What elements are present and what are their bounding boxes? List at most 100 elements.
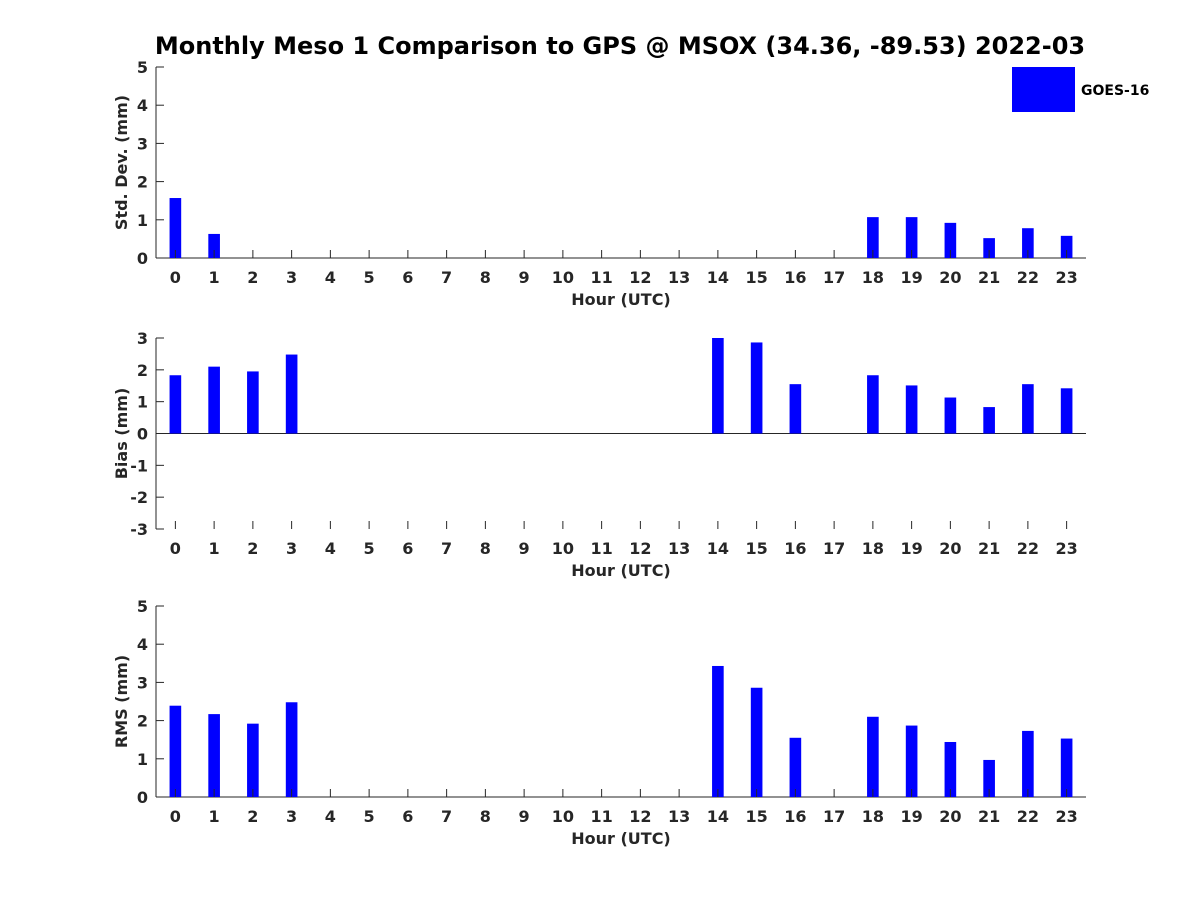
y-tick-label: 4: [137, 96, 148, 115]
y-tick-label: 1: [137, 393, 148, 412]
x-tick-label: 3: [286, 268, 297, 287]
x-tick-label: 16: [784, 807, 806, 826]
x-tick-label: 17: [823, 807, 845, 826]
bar-hour-22: [1022, 384, 1034, 434]
y-tick-label: 1: [137, 211, 148, 230]
x-tick-label: 9: [519, 268, 530, 287]
x-tick-label: 20: [939, 807, 961, 826]
x-tick-label: 18: [862, 807, 884, 826]
x-tick-label: 16: [784, 268, 806, 287]
y-tick-label: 1: [137, 750, 148, 769]
bar-hour-21: [983, 238, 995, 258]
y-tick-label: 2: [137, 712, 148, 731]
x-tick-label: 21: [978, 539, 1000, 558]
bar-hour-19: [905, 385, 918, 434]
y-tick-label: 4: [137, 635, 148, 654]
x-tick-label: 23: [1055, 268, 1077, 287]
bar-hour-23: [1060, 738, 1073, 797]
x-tick-label: 17: [823, 268, 845, 287]
x-tick-label: 1: [209, 539, 220, 558]
x-tick-label: 14: [707, 807, 729, 826]
x-tick-label: 4: [325, 268, 336, 287]
x-tick-label: 9: [519, 807, 530, 826]
y-axis-label: RMS (mm): [112, 655, 131, 748]
bar-hour-3: [285, 354, 298, 434]
x-tick-label: 15: [745, 268, 767, 287]
y-tick-label: 2: [137, 361, 148, 380]
x-tick-label: 13: [668, 539, 690, 558]
bar-hour-14: [712, 665, 724, 797]
bar-hour-20: [944, 222, 957, 258]
chart-panel-1: 0 1 2 3 4 5 6 7 8 9 10 11 12 13 14 15 16 17 18 19 20 21 22 2301…: [112, 58, 1086, 309]
y-tick-label: -3: [130, 520, 148, 539]
bar-hour-20: [944, 741, 957, 797]
x-tick-label: 2: [247, 807, 258, 826]
x-tick-label: 8: [480, 807, 491, 826]
y-tick-label: 3: [137, 673, 148, 692]
y-tick-label: 2: [137, 173, 148, 192]
x-tick-label: 7: [441, 268, 452, 287]
x-tick-label: 21: [978, 807, 1000, 826]
y-axis-label: Bias (mm): [112, 388, 131, 480]
x-tick-label: 2: [247, 268, 258, 287]
x-tick-label: 6: [402, 539, 413, 558]
x-tick-label: 21: [978, 268, 1000, 287]
bar-hour-2: [247, 371, 259, 434]
bar-hour-23: [1060, 235, 1073, 258]
x-tick-label: 15: [745, 807, 767, 826]
y-tick-label: 0: [137, 788, 148, 807]
y-tick-label: 5: [137, 58, 148, 77]
bar-hour-19: [905, 725, 918, 797]
bar-hour-18: [867, 217, 879, 258]
chart-panel-2: 0 1 2 3 4 5 6 7 8 9 10 11 12 13 14 15 16 17 18 19 20 21 22 23-3…: [112, 329, 1086, 580]
bar-hour-21: [983, 407, 995, 434]
x-tick-label: 19: [900, 539, 922, 558]
x-tick-label: 20: [939, 539, 961, 558]
bar-hour-22: [1022, 730, 1034, 797]
bar-hour-23: [1060, 388, 1073, 434]
x-tick-label: 6: [402, 268, 413, 287]
x-tick-label: 4: [325, 807, 336, 826]
x-tick-label: 17: [823, 539, 845, 558]
y-tick-label: 5: [137, 597, 148, 616]
x-tick-label: 18: [862, 268, 884, 287]
legend: GOES-16: [1012, 67, 1149, 112]
x-tick-label: 23: [1055, 539, 1077, 558]
bar-hour-3: [285, 702, 298, 797]
bar-hour-16: [789, 384, 802, 434]
x-tick-label: 10: [552, 268, 574, 287]
bar-hour-0: [169, 198, 182, 258]
x-tick-label: 6: [402, 807, 413, 826]
x-axis-label: Hour (UTC): [571, 829, 671, 848]
bar-hour-15: [750, 687, 763, 797]
x-tick-label: 19: [900, 807, 922, 826]
x-tick-label: 22: [1017, 539, 1039, 558]
x-tick-label: 3: [286, 539, 297, 558]
x-tick-label: 9: [519, 539, 530, 558]
x-tick-label: 13: [668, 807, 690, 826]
x-tick-label: 12: [629, 539, 651, 558]
bar-hour-16: [789, 737, 802, 797]
x-tick-label: 22: [1017, 807, 1039, 826]
x-tick-label: 0: [170, 268, 181, 287]
x-tick-label: 0: [170, 807, 181, 826]
bar-hour-22: [1022, 228, 1034, 258]
x-tick-label: 11: [590, 539, 612, 558]
y-tick-label: 0: [137, 249, 148, 268]
x-tick-label: 5: [364, 807, 375, 826]
x-tick-label: 14: [707, 539, 729, 558]
bar-hour-0: [169, 705, 182, 797]
x-tick-label: 8: [480, 268, 491, 287]
x-tick-label: 10: [552, 807, 574, 826]
legend-label: GOES-16: [1081, 83, 1149, 99]
bar-hour-21: [983, 759, 995, 797]
x-tick-label: 20: [939, 268, 961, 287]
x-tick-label: 7: [441, 539, 452, 558]
x-tick-label: 1: [209, 268, 220, 287]
bar-hour-19: [905, 217, 918, 258]
x-tick-label: 13: [668, 268, 690, 287]
bar-hour-1: [208, 233, 220, 258]
x-tick-label: 15: [745, 539, 767, 558]
x-tick-label: 0: [170, 539, 181, 558]
